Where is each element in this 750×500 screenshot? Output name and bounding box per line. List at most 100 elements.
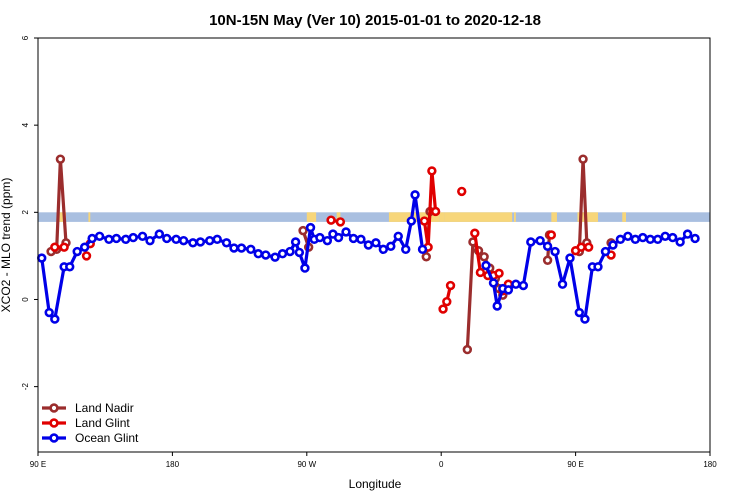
data-point — [290, 237, 301, 247]
data-point — [137, 231, 148, 241]
data-point — [410, 190, 420, 200]
data-point — [50, 242, 60, 252]
land-band-segment — [622, 212, 626, 222]
data-point — [660, 231, 670, 241]
ocean-band — [38, 212, 710, 222]
data-point — [526, 237, 536, 247]
data-point — [111, 233, 122, 244]
data-point — [195, 237, 206, 247]
data-point — [630, 234, 641, 245]
land-band-segment — [388, 212, 440, 222]
data-point — [171, 234, 181, 245]
data-point — [682, 229, 693, 239]
land-band-segment — [439, 212, 445, 222]
x-tick-label: 0 — [439, 460, 444, 469]
data-point — [162, 233, 172, 244]
data-point — [298, 225, 308, 236]
data-point — [65, 262, 75, 272]
land-ocean-band — [38, 212, 710, 222]
data-point — [583, 242, 594, 252]
data-point — [417, 244, 428, 255]
data-point — [470, 228, 480, 238]
y-tick-label: 2 — [21, 210, 30, 215]
land-band-segment — [577, 212, 598, 222]
legend-marker — [49, 403, 59, 413]
data-point — [87, 233, 97, 244]
data-point — [600, 246, 611, 257]
x-axis: 90 E 180 90 W 0 90 E 180 — [30, 452, 717, 469]
data-point — [81, 251, 92, 261]
data-point — [457, 186, 467, 197]
data-point — [421, 252, 431, 262]
land-band-segment — [336, 212, 341, 222]
land-band-segment — [88, 212, 91, 222]
data-point — [427, 166, 437, 176]
data-point — [94, 231, 105, 241]
data-point — [430, 206, 441, 217]
legend-label: Land Nadir — [75, 401, 134, 415]
data-point — [128, 232, 138, 243]
land-band-segment — [444, 212, 513, 222]
x-tick-label: 180 — [166, 460, 180, 469]
land-band-segment — [551, 212, 557, 222]
data-point — [542, 241, 553, 252]
y-tick-label: 4 — [21, 122, 30, 127]
data-point — [333, 232, 344, 243]
series-line — [422, 169, 438, 249]
data-point — [178, 235, 189, 246]
y-tick-label: 6 — [21, 35, 30, 40]
data-point — [326, 215, 336, 225]
data-point — [608, 240, 618, 250]
data-point — [494, 268, 504, 279]
data-point — [406, 216, 417, 226]
data-point — [419, 216, 430, 226]
data-point — [511, 279, 521, 289]
legend-item-ocean-glint: Ocean Glint — [42, 431, 139, 445]
data-point — [305, 222, 316, 233]
data-point — [503, 285, 514, 295]
data-point — [315, 232, 325, 243]
y-axis: -2 0 2 4 6 — [21, 35, 38, 390]
data-point — [667, 232, 678, 243]
data-point — [72, 246, 82, 257]
data-point — [37, 253, 47, 263]
data-point — [645, 234, 655, 245]
y-tick-label: 0 — [21, 297, 30, 302]
data-point — [145, 235, 155, 246]
data-point — [623, 231, 633, 241]
data-point — [576, 242, 586, 252]
x-tick-label: 90 E — [567, 460, 583, 469]
data-point — [479, 252, 489, 262]
land-band-segment — [58, 212, 66, 222]
data-point — [154, 229, 165, 239]
chart-title: 10N-15N May (Ver 10) 2015-01-01 to 2020-… — [209, 12, 541, 29]
series-layer — [37, 154, 700, 355]
data-point — [121, 234, 131, 245]
data-point — [44, 307, 54, 318]
data-point — [475, 267, 486, 278]
data-point — [104, 234, 114, 245]
data-point — [401, 244, 411, 255]
data-point — [393, 231, 403, 241]
data-point — [492, 301, 502, 311]
data-point — [188, 238, 198, 248]
data-point — [580, 314, 590, 324]
data-point — [322, 235, 333, 246]
series-ocean-glint — [37, 190, 700, 324]
data-point — [221, 238, 232, 248]
y-axis-label: XCO2 - MLO trend (ppm) — [0, 178, 13, 313]
data-point — [481, 260, 491, 271]
data-point — [246, 244, 256, 255]
data-point — [205, 235, 215, 246]
data-point — [341, 227, 351, 237]
data-point — [79, 242, 90, 252]
land-band-segment — [306, 212, 317, 222]
data-point — [277, 249, 288, 259]
data-point — [615, 234, 626, 245]
data-point — [261, 250, 271, 260]
land-band-segment — [514, 212, 516, 222]
data-point — [675, 237, 685, 247]
data-point — [50, 314, 60, 324]
